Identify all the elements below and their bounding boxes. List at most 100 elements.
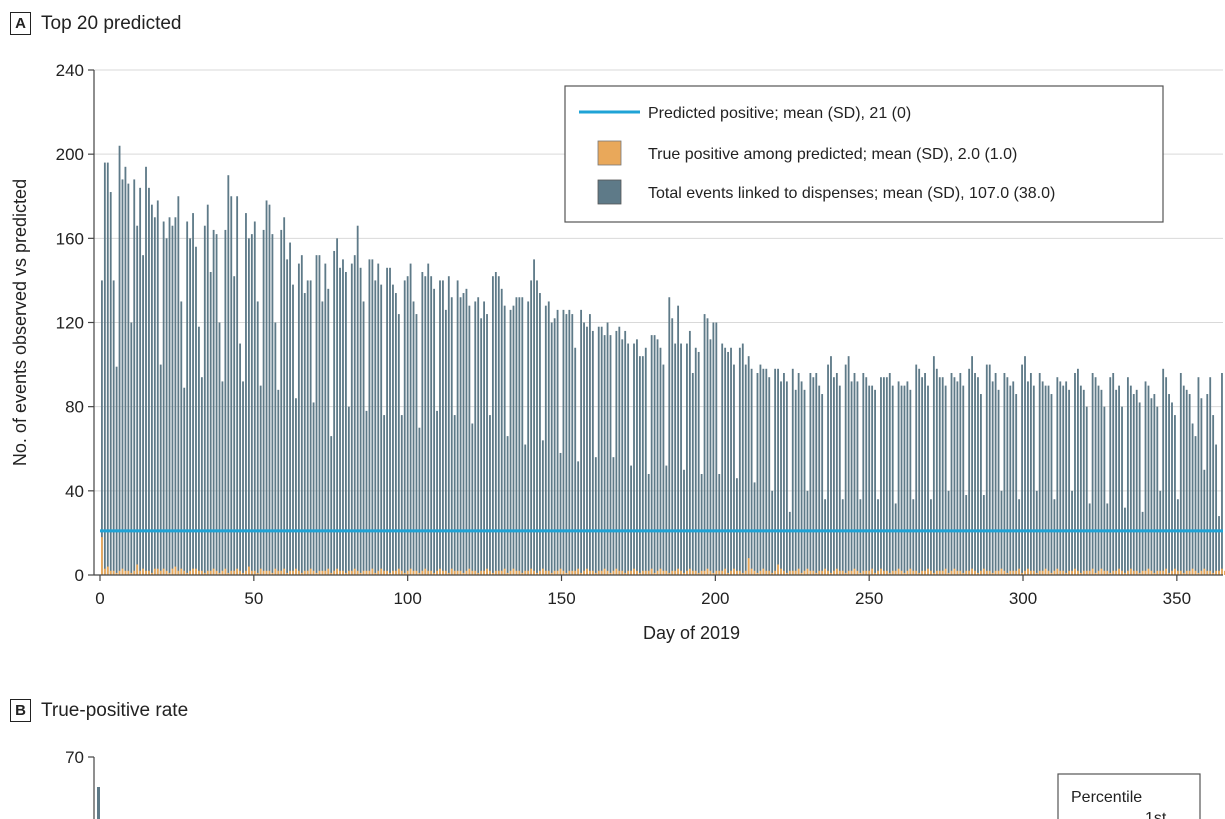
total-events-bar bbox=[468, 305, 471, 575]
true-positive-bar bbox=[677, 568, 680, 575]
true-positive-bar bbox=[956, 570, 959, 575]
true-positive-bar bbox=[1032, 570, 1035, 575]
true-positive-bar bbox=[1171, 570, 1173, 575]
total-events-bar bbox=[253, 221, 256, 575]
true-positive-bar bbox=[1065, 572, 1068, 575]
y-tick-label: 240 bbox=[56, 61, 84, 80]
total-events-bar bbox=[218, 322, 221, 575]
total-events-bar bbox=[806, 490, 809, 575]
true-positive-bar bbox=[471, 570, 474, 575]
true-positive-bar bbox=[489, 570, 491, 575]
total-events-bar bbox=[1215, 444, 1218, 575]
true-positive-bar bbox=[700, 570, 703, 575]
total-events-bar bbox=[400, 415, 403, 575]
true-positive-bar bbox=[1029, 570, 1032, 575]
true-positive-bar bbox=[483, 570, 485, 575]
true-positive-bar bbox=[1185, 570, 1188, 575]
total-events-bar bbox=[230, 196, 233, 575]
true-positive-bar bbox=[712, 572, 715, 575]
total-events-bar bbox=[783, 373, 785, 575]
total-events-bar bbox=[406, 276, 409, 575]
true-positive-bar bbox=[594, 572, 597, 575]
total-events-bar bbox=[715, 322, 718, 575]
true-positive-bar bbox=[853, 568, 856, 575]
true-positive-bar bbox=[1162, 570, 1165, 575]
total-events-bar bbox=[671, 318, 674, 575]
total-events-bar bbox=[433, 288, 436, 575]
total-events-bar bbox=[815, 373, 818, 575]
true-positive-bar bbox=[1074, 568, 1076, 575]
true-positive-bar bbox=[486, 568, 488, 575]
total-events-bar bbox=[339, 267, 341, 575]
total-events-bar bbox=[1047, 385, 1050, 575]
true-positive-bar bbox=[477, 572, 480, 575]
total-events-bar bbox=[630, 465, 632, 575]
total-events-bar bbox=[380, 284, 383, 575]
true-positive-bar bbox=[289, 570, 291, 575]
true-positive-bar bbox=[1118, 568, 1120, 575]
total-events-bar bbox=[871, 385, 874, 575]
true-positive-bar bbox=[783, 570, 785, 575]
true-positive-bar bbox=[1156, 570, 1159, 575]
total-events-bar bbox=[1068, 389, 1071, 575]
true-positive-bar bbox=[142, 568, 144, 575]
total-events-bar bbox=[788, 511, 791, 575]
total-events-bar bbox=[721, 343, 724, 575]
total-events-bar bbox=[130, 322, 133, 575]
true-positive-bar bbox=[180, 568, 183, 575]
y-tick-label: 40 bbox=[65, 482, 84, 501]
true-positive-bar bbox=[139, 570, 142, 575]
true-positive-bar bbox=[694, 570, 697, 575]
true-positive-bar bbox=[159, 570, 162, 575]
true-positive-bar bbox=[636, 570, 638, 575]
true-positive-bar bbox=[209, 570, 212, 575]
total-events-bar bbox=[850, 381, 853, 575]
total-events-bar bbox=[953, 377, 956, 575]
total-events-bar bbox=[580, 309, 583, 575]
true-positive-bar bbox=[1018, 568, 1021, 575]
total-events-bar bbox=[486, 314, 488, 575]
true-positive-bar bbox=[130, 572, 133, 575]
total-events-bar bbox=[747, 356, 750, 575]
total-events-bar bbox=[503, 305, 506, 575]
legend-total-label: Total events linked to dispenses; mean (… bbox=[648, 185, 1055, 202]
total-events-bar bbox=[1221, 373, 1223, 575]
true-positive-bar bbox=[447, 572, 450, 575]
true-positive-bar bbox=[171, 568, 174, 575]
true-positive-bar bbox=[844, 572, 847, 575]
true-positive-bar bbox=[691, 570, 694, 575]
total-events-bar bbox=[386, 267, 388, 575]
total-events-bar bbox=[697, 351, 700, 575]
total-events-bar bbox=[1029, 373, 1032, 575]
total-events-bar bbox=[171, 225, 174, 576]
true-positive-bar bbox=[1188, 570, 1191, 575]
total-events-bar bbox=[430, 276, 433, 575]
true-positive-bar bbox=[356, 570, 359, 575]
total-events-bar bbox=[124, 166, 127, 575]
total-events-bar bbox=[544, 305, 547, 575]
true-positive-bar bbox=[277, 570, 280, 575]
true-positive-bar bbox=[988, 570, 991, 575]
total-events-bar bbox=[780, 381, 782, 575]
panel-b-letter: B bbox=[10, 699, 31, 722]
total-events-bar bbox=[950, 373, 953, 575]
true-positive-bar bbox=[974, 570, 976, 575]
chart-a-total-bars bbox=[101, 145, 1223, 576]
total-events-bar bbox=[150, 204, 153, 575]
true-positive-bar bbox=[1012, 570, 1015, 575]
b-legend-title: Percentile bbox=[1071, 789, 1142, 806]
total-events-bar bbox=[900, 385, 903, 575]
total-events-bar bbox=[515, 297, 518, 575]
true-positive-bar bbox=[688, 568, 691, 575]
total-events-bar bbox=[1150, 398, 1153, 575]
total-events-bar bbox=[683, 469, 685, 575]
true-positive-bar bbox=[874, 572, 876, 575]
total-events-bar bbox=[762, 368, 765, 575]
true-positive-bar bbox=[833, 570, 835, 575]
total-events-bar bbox=[389, 267, 391, 575]
true-positive-bar bbox=[153, 568, 156, 575]
total-events-bar bbox=[777, 368, 779, 575]
total-events-bar bbox=[874, 389, 876, 575]
total-events-bar bbox=[1194, 436, 1197, 575]
true-positive-bar bbox=[724, 568, 727, 575]
